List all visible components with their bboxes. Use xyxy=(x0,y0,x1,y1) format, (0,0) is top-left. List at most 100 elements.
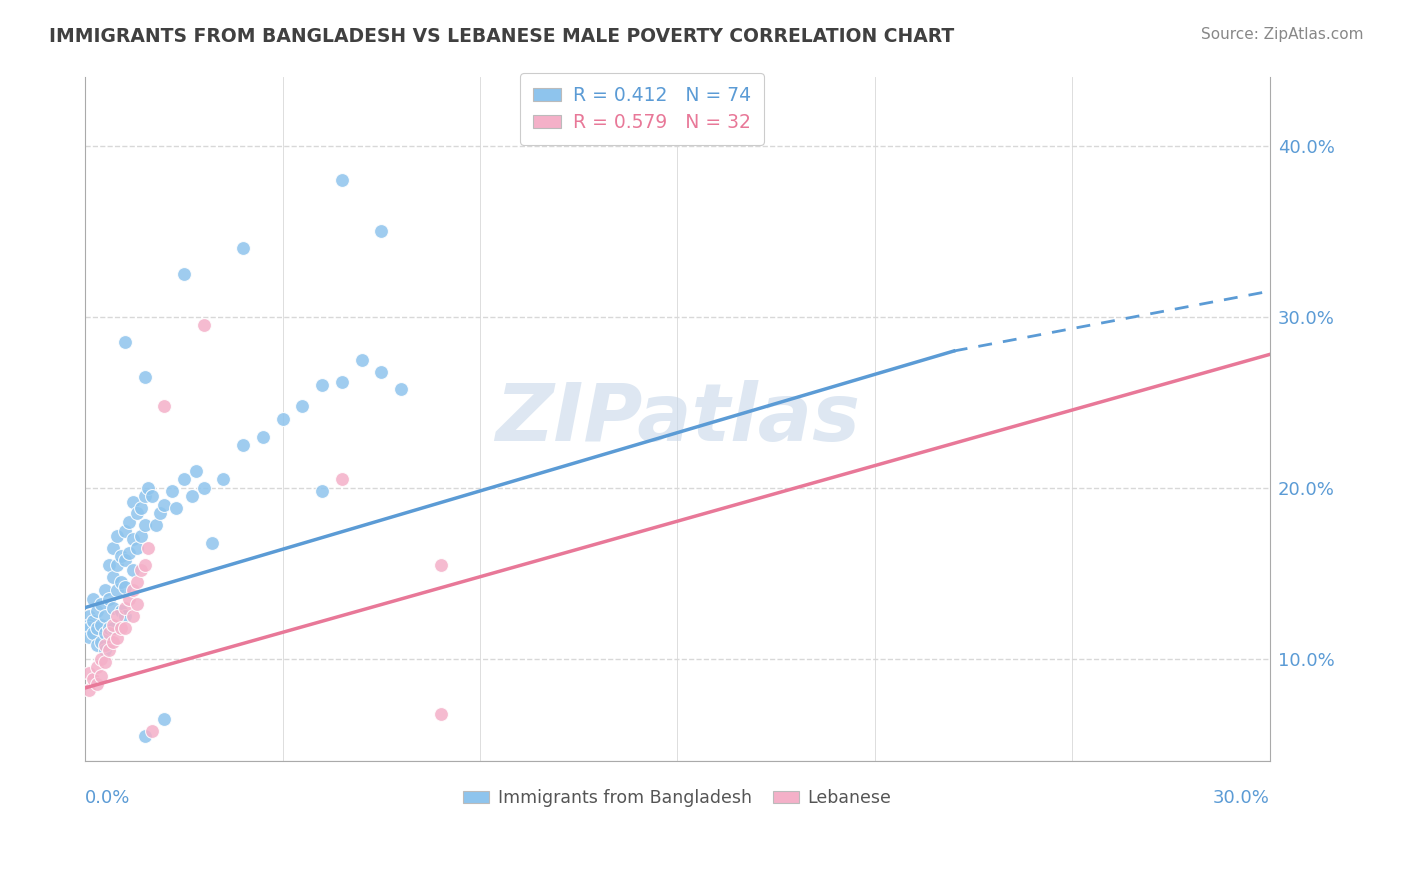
Point xyxy=(153,712,176,726)
Point xyxy=(129,529,152,543)
Point xyxy=(232,438,254,452)
Point xyxy=(330,472,353,486)
Point xyxy=(110,549,132,564)
Point xyxy=(138,541,160,555)
Point xyxy=(77,617,100,632)
Point xyxy=(90,634,112,648)
Point xyxy=(101,617,124,632)
Point xyxy=(121,583,143,598)
Point xyxy=(82,673,104,687)
Point xyxy=(134,518,156,533)
Point xyxy=(101,600,124,615)
Point xyxy=(153,498,176,512)
Point xyxy=(370,365,392,379)
Point xyxy=(141,489,163,503)
Point xyxy=(105,632,128,646)
Point xyxy=(86,660,108,674)
Point xyxy=(114,600,136,615)
Text: 30.0%: 30.0% xyxy=(1213,789,1270,806)
Point xyxy=(90,597,112,611)
Point xyxy=(114,609,136,624)
Point xyxy=(90,617,112,632)
Point xyxy=(114,335,136,350)
Point xyxy=(134,369,156,384)
Point xyxy=(77,682,100,697)
Point xyxy=(118,592,141,607)
Point xyxy=(125,574,148,589)
Point xyxy=(77,665,100,680)
Point xyxy=(291,399,314,413)
Point xyxy=(271,412,294,426)
Point xyxy=(125,541,148,555)
Point xyxy=(86,604,108,618)
Point xyxy=(121,532,143,546)
Point xyxy=(212,472,235,486)
Text: IMMIGRANTS FROM BANGLADESH VS LEBANESE MALE POVERTY CORRELATION CHART: IMMIGRANTS FROM BANGLADESH VS LEBANESE M… xyxy=(49,27,955,45)
Text: Source: ZipAtlas.com: Source: ZipAtlas.com xyxy=(1201,27,1364,42)
Point xyxy=(105,558,128,572)
Point xyxy=(118,546,141,560)
Point xyxy=(350,352,373,367)
Point xyxy=(121,494,143,508)
Point xyxy=(232,242,254,256)
Point xyxy=(149,507,172,521)
Point xyxy=(82,592,104,607)
Point xyxy=(114,580,136,594)
Text: 0.0%: 0.0% xyxy=(86,789,131,806)
Point xyxy=(193,481,215,495)
Point xyxy=(173,267,195,281)
Point xyxy=(129,501,152,516)
Point xyxy=(193,318,215,333)
Point xyxy=(429,706,451,721)
Point xyxy=(201,535,224,549)
Point xyxy=(86,638,108,652)
Point xyxy=(134,489,156,503)
Point xyxy=(180,489,202,503)
Legend: Immigrants from Bangladesh, Lebanese: Immigrants from Bangladesh, Lebanese xyxy=(457,782,898,814)
Point xyxy=(110,574,132,589)
Point xyxy=(82,626,104,640)
Point xyxy=(82,614,104,628)
Point xyxy=(98,592,121,607)
Point xyxy=(134,729,156,743)
Point xyxy=(173,472,195,486)
Point xyxy=(86,621,108,635)
Point xyxy=(110,621,132,635)
Point xyxy=(77,609,100,624)
Point xyxy=(114,552,136,566)
Point xyxy=(77,630,100,644)
Point xyxy=(94,655,117,669)
Point xyxy=(165,501,187,516)
Text: ZIPatlas: ZIPatlas xyxy=(495,380,860,458)
Point xyxy=(125,597,148,611)
Point xyxy=(98,621,121,635)
Point xyxy=(121,609,143,624)
Point xyxy=(94,626,117,640)
Point xyxy=(160,484,183,499)
Point xyxy=(98,558,121,572)
Point xyxy=(330,173,353,187)
Point xyxy=(134,558,156,572)
Point xyxy=(311,378,333,392)
Point xyxy=(138,481,160,495)
Point xyxy=(94,609,117,624)
Point xyxy=(101,621,124,635)
Point xyxy=(94,638,117,652)
Point xyxy=(311,484,333,499)
Point xyxy=(121,563,143,577)
Point xyxy=(110,604,132,618)
Point xyxy=(114,524,136,538)
Point xyxy=(94,643,117,657)
Point xyxy=(145,518,167,533)
Point xyxy=(105,529,128,543)
Point xyxy=(105,609,128,624)
Point xyxy=(129,563,152,577)
Point xyxy=(90,669,112,683)
Point xyxy=(429,558,451,572)
Point xyxy=(370,224,392,238)
Point xyxy=(101,634,124,648)
Point xyxy=(94,583,117,598)
Point xyxy=(141,723,163,738)
Point xyxy=(86,677,108,691)
Point xyxy=(90,652,112,666)
